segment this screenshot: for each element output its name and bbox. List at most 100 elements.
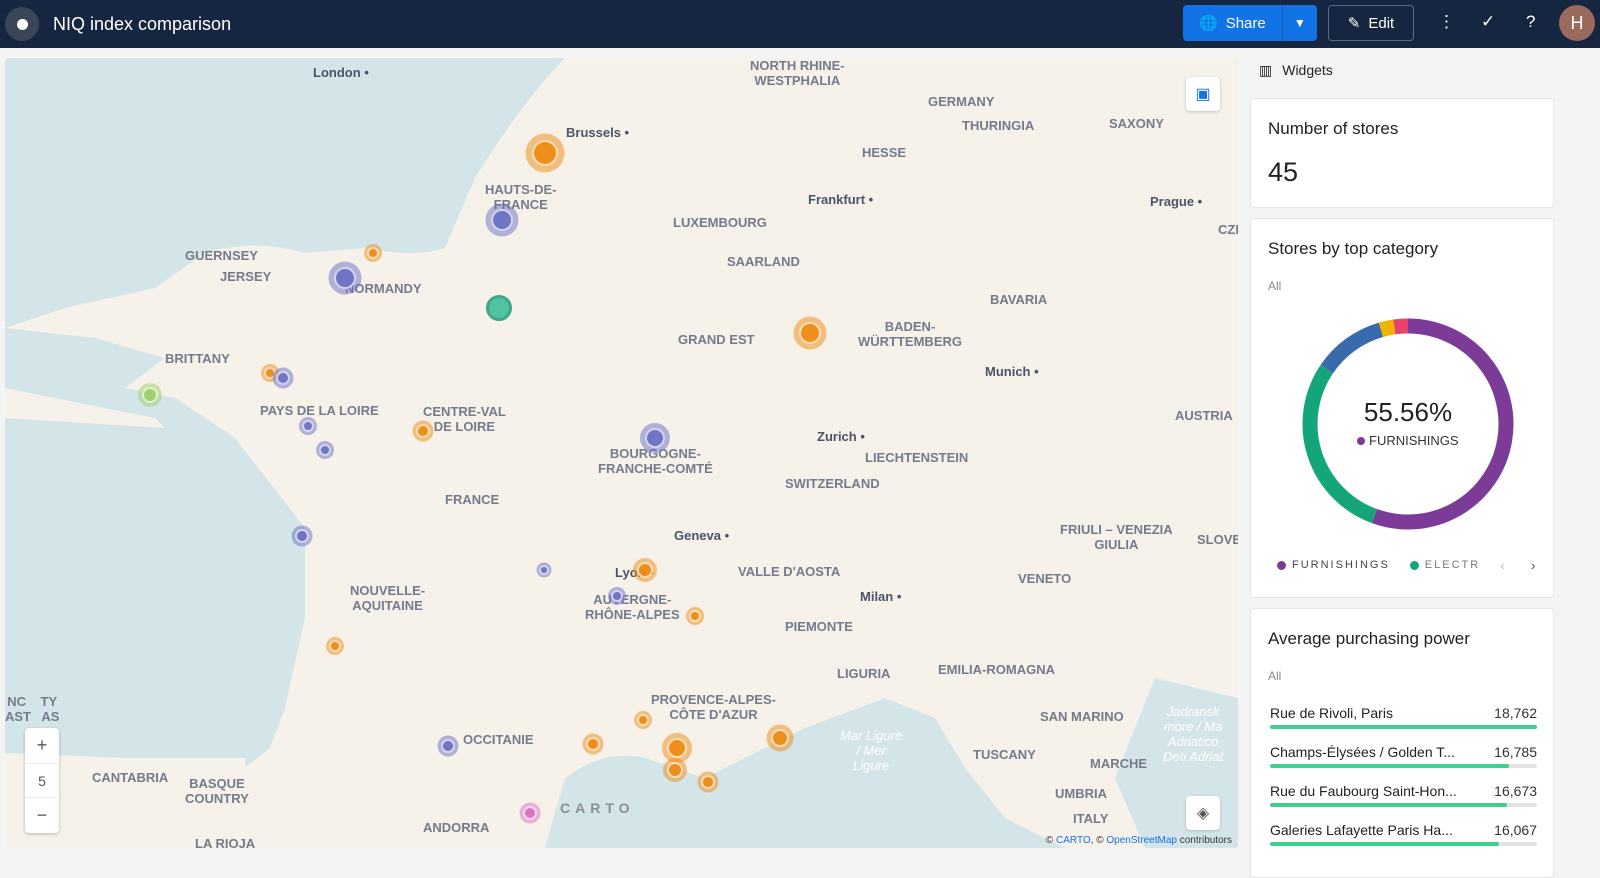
region-label: SAN MARINO — [1040, 709, 1124, 724]
map-water — [5, 58, 1238, 848]
region-label: NC TY AST AS — [5, 694, 60, 724]
store-marker[interactable] — [416, 424, 430, 438]
check-circle-icon[interactable]: ✓ — [1481, 12, 1496, 31]
store-marker[interactable] — [441, 739, 455, 753]
map[interactable]: NORTH RHINE- WESTPHALIA GERMANY THURINGIA S… — [5, 58, 1238, 848]
attribution-suffix: contributors — [1179, 835, 1232, 846]
row-name: Galeries Lafayette Paris Ha... — [1270, 822, 1453, 838]
region-label: ANDORRA — [423, 820, 490, 835]
stores-widget: Number of stores 45 — [1250, 98, 1554, 208]
purchasing-row[interactable]: Galeries Lafayette Paris Ha... 16,067 — [1270, 814, 1537, 853]
store-marker[interactable] — [667, 762, 683, 778]
category-filter: All — [1268, 279, 1282, 293]
city-label: London • — [313, 65, 369, 80]
region-label: PAYS DE LA LOIRE — [260, 403, 379, 418]
donut-slice[interactable] — [1371, 318, 1514, 530]
donut-slice[interactable] — [1393, 318, 1409, 335]
app-logo[interactable] — [5, 7, 39, 41]
widgets-panel: ▥ Widgets Number of stores 45 Stores by t… — [1245, 50, 1600, 878]
toggle-panel-icon[interactable]: ▣ — [1186, 77, 1220, 111]
purchasing-row[interactable]: Rue de Rivoli, Paris 18,762 — [1270, 697, 1537, 736]
store-marker[interactable] — [539, 565, 549, 575]
region-label: GUERNSEY — [185, 248, 258, 263]
store-marker[interactable] — [799, 322, 821, 344]
donut-slice[interactable] — [1320, 322, 1384, 374]
zoom-in-button[interactable]: + — [36, 735, 48, 755]
purchasing-row[interactable]: Champs-Élysées / Golden T... 16,785 — [1270, 736, 1537, 775]
row-value: 16,067 — [1494, 822, 1537, 838]
help-icon[interactable]: ? — [1526, 12, 1536, 31]
row-bar-fill — [1270, 842, 1499, 846]
store-marker[interactable] — [319, 444, 331, 456]
store-marker[interactable] — [689, 610, 701, 622]
legend-item[interactable]: FURNISHINGS — [1292, 559, 1390, 571]
region-label: NOUVELLE- AQUITAINE — [350, 583, 426, 613]
carto-watermark: CARTO — [560, 800, 635, 816]
share-dropdown-chevron-icon[interactable]: ▼ — [1293, 16, 1306, 30]
donut-slice[interactable] — [1302, 365, 1378, 524]
osm-link[interactable]: OpenStreetMap — [1106, 835, 1177, 846]
store-marker[interactable] — [295, 529, 309, 543]
top-bar: NIQ index comparison 🌐 Share ▼ ✎ Edit ⋮ ✓ … — [0, 0, 1600, 48]
store-marker[interactable] — [302, 420, 314, 432]
region-label: AUSTRIA — [1175, 408, 1233, 423]
row-bar-fill — [1270, 764, 1509, 768]
store-marker[interactable] — [645, 428, 665, 448]
row-bar — [1270, 803, 1537, 807]
store-marker[interactable] — [771, 729, 789, 747]
region-label: BADEN- WÜRTTEMBERG — [858, 319, 962, 349]
share-label: Share — [1225, 14, 1266, 32]
share-button-group: 🌐 Share ▼ — [1183, 5, 1317, 41]
store-marker[interactable] — [334, 267, 356, 289]
legend-prev-icon[interactable]: ‹ — [1500, 557, 1507, 573]
region-label: SWITZERLAND — [785, 476, 880, 491]
stores-count: 45 — [1268, 157, 1299, 187]
center-label-text: FURNISHINGS — [1369, 433, 1459, 448]
more-options-icon[interactable]: ⋮ — [1438, 12, 1455, 31]
store-marker[interactable] — [586, 737, 600, 751]
row-bar-fill — [1270, 803, 1508, 807]
region-label: CZE — [1218, 222, 1238, 237]
region-label: LIGURIA — [837, 666, 891, 681]
row-bar — [1270, 764, 1537, 768]
region-label: VENETO — [1018, 571, 1072, 586]
legend-next-icon[interactable]: › — [1530, 557, 1538, 573]
zoom-out-button[interactable]: − — [36, 805, 48, 825]
sea-label: Mar Ligure / Mer Ligure — [840, 728, 903, 773]
store-marker[interactable] — [329, 640, 341, 652]
store-marker[interactable] — [523, 806, 537, 820]
share-button[interactable]: 🌐 Share — [1183, 5, 1283, 41]
region-label: VALLE D'AOSTA — [738, 564, 841, 579]
widgets-header: ▥ Widgets — [1245, 50, 1600, 90]
carto-link[interactable]: CARTO — [1056, 835, 1091, 846]
store-marker[interactable] — [637, 562, 653, 578]
store-marker[interactable] — [264, 367, 276, 379]
globe-icon: 🌐 — [1199, 15, 1218, 32]
row-bar-fill — [1270, 725, 1537, 729]
store-marker[interactable] — [532, 140, 558, 166]
region-label: BASQUE COUNTRY — [185, 776, 249, 806]
region-label: CANTABRIA — [92, 770, 169, 785]
layers-icon[interactable]: ◈ — [1186, 796, 1220, 830]
legend-dot — [1409, 560, 1419, 570]
store-marker[interactable] — [637, 714, 649, 726]
region-label: ITALY — [1073, 811, 1109, 826]
purchasing-row[interactable]: Rue du Faubourg Saint-Hon... 16,673 — [1270, 775, 1537, 814]
region-label: GERMANY — [928, 94, 995, 109]
store-marker[interactable] — [491, 209, 513, 231]
store-marker[interactable] — [667, 738, 687, 758]
store-marker[interactable] — [701, 775, 715, 789]
store-marker[interactable] — [367, 247, 379, 259]
region-label: AUVERGNE- RHÔNE-ALPES — [585, 592, 680, 622]
store-marker[interactable] — [142, 387, 158, 403]
region-label: EMILIA-ROMAGNA — [938, 662, 1055, 677]
donut-slice[interactable] — [1378, 319, 1396, 338]
store-marker[interactable] — [486, 295, 512, 321]
legend-item[interactable]: ELECTR — [1424, 559, 1481, 571]
store-marker[interactable] — [611, 590, 623, 602]
region-label: JERSEY — [220, 269, 272, 284]
avatar[interactable]: H — [1559, 5, 1595, 41]
store-marker[interactable] — [276, 371, 290, 385]
edit-button[interactable]: ✎ Edit — [1328, 5, 1414, 41]
region-label: PROVENCE-ALPES- CÔTE D'AZUR — [651, 692, 776, 722]
